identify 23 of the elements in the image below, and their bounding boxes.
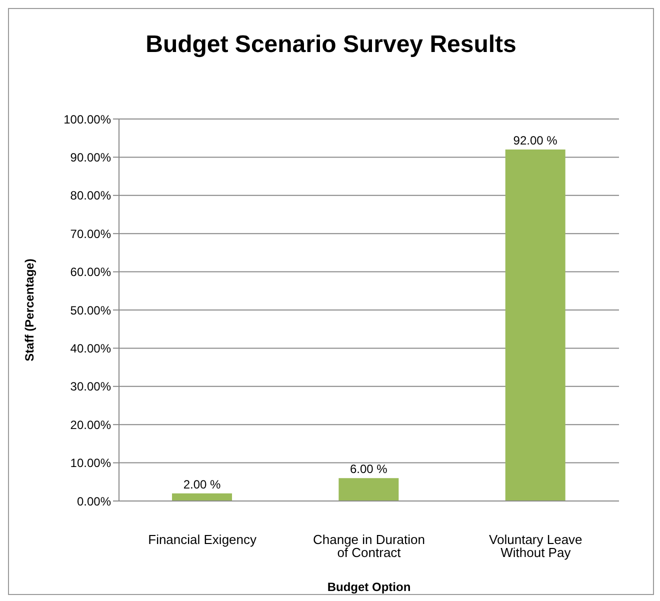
y-tick-label: 90.00% xyxy=(70,150,112,164)
bar xyxy=(505,150,566,501)
data-label: 2.00 % xyxy=(183,477,222,492)
y-axis-title: Staff (Percentage) xyxy=(22,258,36,362)
y-tick-label: 30.00% xyxy=(70,380,112,394)
x-tick-label: Financial Exigency xyxy=(148,532,258,548)
y-tick-label: 20.00% xyxy=(70,418,112,432)
y-tick-label: 100.00% xyxy=(64,112,112,126)
y-tick-label: 80.00% xyxy=(70,188,112,203)
x-tick-label: Change in Duration of Contract xyxy=(312,532,426,560)
bar xyxy=(338,478,399,501)
data-label: 92.00 % xyxy=(513,134,558,148)
y-tick-label: 50.00% xyxy=(70,303,112,318)
y-tick-label: 70.00% xyxy=(70,226,112,241)
chart-title: Budget Scenario Survey Results xyxy=(144,30,518,60)
x-axis-title: Budget Option xyxy=(327,580,411,594)
bar xyxy=(172,493,232,501)
y-tick-label: 60.00% xyxy=(70,265,112,280)
y-tick-label: 0.00% xyxy=(76,494,112,508)
y-tick-label: 40.00% xyxy=(70,341,112,356)
y-tick-label: 10.00% xyxy=(70,456,112,470)
data-label: 6.00 % xyxy=(350,462,388,476)
x-tick-label: Voluntary Leave Without Pay xyxy=(489,532,582,560)
